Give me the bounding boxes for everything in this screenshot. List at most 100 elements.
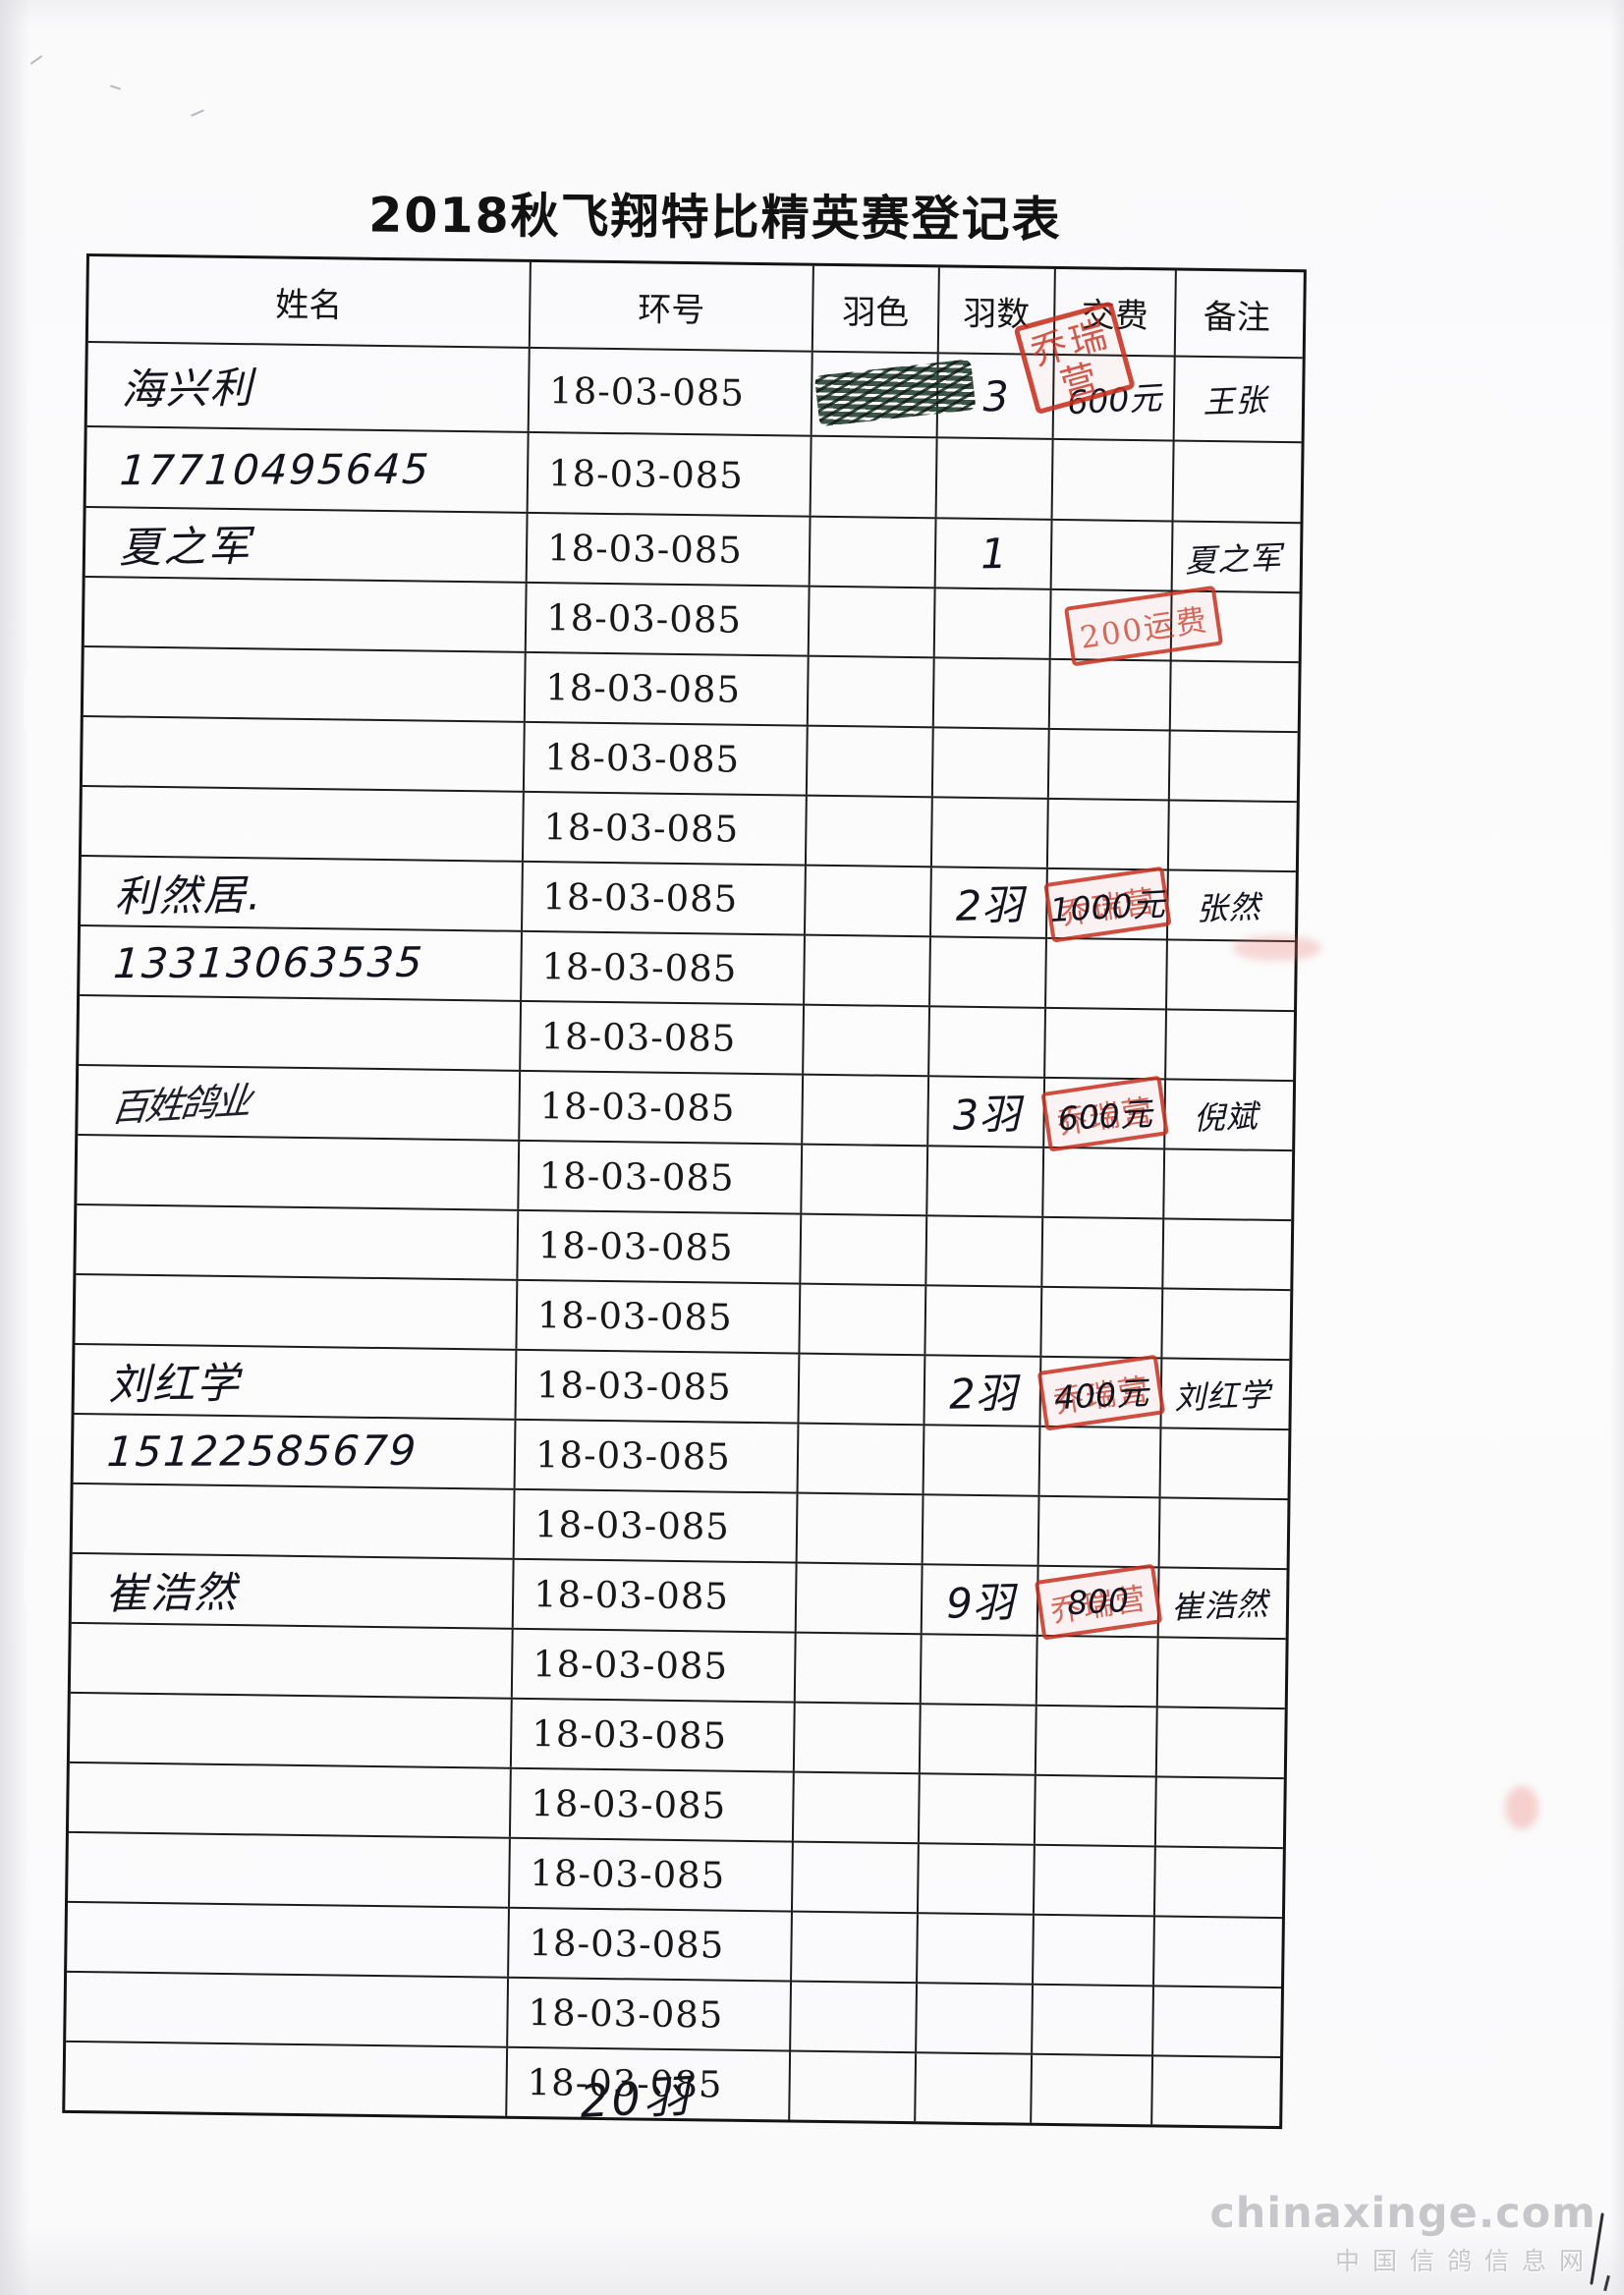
feather-color-cell bbox=[802, 1145, 929, 1215]
fee-cell bbox=[1048, 729, 1171, 800]
ring-cell: 18-03-085 bbox=[526, 583, 811, 655]
header-cell-feather-color: 羽色 bbox=[812, 265, 940, 353]
note-cell bbox=[1164, 1149, 1286, 1219]
header-cell-ring: 环号 bbox=[530, 261, 814, 351]
ring-number: 18-03-085 bbox=[532, 1643, 729, 1688]
fee-cell bbox=[1032, 2054, 1154, 2125]
ring-number: 18-03-085 bbox=[545, 596, 743, 642]
note-cell bbox=[1160, 1498, 1282, 1568]
fee-cell bbox=[1038, 1496, 1161, 1567]
handwritten-note: 倪斌 bbox=[1193, 1096, 1260, 1138]
count-cell bbox=[921, 1635, 1038, 1705]
note-cell bbox=[1158, 1638, 1280, 1707]
feather-color-cell bbox=[807, 726, 934, 797]
ring-number: 18-03-085 bbox=[542, 875, 739, 921]
feather-color-cell bbox=[809, 587, 936, 657]
name-cell bbox=[69, 1693, 513, 1767]
feather-color-cell bbox=[790, 2051, 918, 2122]
count-cell: 3羽 bbox=[928, 1077, 1046, 1147]
ring-cell: 18-03-085 bbox=[529, 348, 813, 435]
name-cell bbox=[65, 2042, 509, 2116]
handwritten-name: 百姓鸽业 bbox=[108, 1079, 252, 1131]
count-cell: 2羽 bbox=[924, 1356, 1042, 1426]
handwritten-name: 崔浩然 bbox=[104, 1567, 239, 1619]
ring-cell: 18-03-085 bbox=[522, 931, 806, 1004]
handwritten-count: 9羽 bbox=[945, 1578, 1015, 1628]
name-cell bbox=[66, 1972, 510, 2046]
ring-number: 18-03-085 bbox=[530, 1852, 726, 1897]
name-cell bbox=[82, 716, 526, 791]
ring-cell: 18-03-085 bbox=[517, 1280, 802, 1353]
handwritten-count: 1 bbox=[980, 529, 1007, 579]
feather-color-cell bbox=[803, 1075, 930, 1146]
page-title: 2018秋飞翔特比精英赛登记表 bbox=[368, 187, 1062, 249]
note-cell: 王张 bbox=[1175, 358, 1297, 442]
count-cell bbox=[918, 1844, 1036, 1914]
feather-color-cell bbox=[806, 796, 933, 867]
handwritten-note: 张然 bbox=[1196, 887, 1262, 928]
count-cell: 9羽 bbox=[922, 1565, 1039, 1635]
feather-color-cell bbox=[792, 1842, 920, 1913]
ring-cell: 18-03-085 bbox=[518, 1210, 803, 1283]
fee-cell bbox=[1033, 1985, 1154, 2055]
handwritten-name: 夏之军 bbox=[118, 521, 252, 573]
ring-number: 18-03-085 bbox=[534, 1433, 732, 1479]
name-cell bbox=[79, 995, 523, 1070]
name-cell bbox=[81, 786, 525, 861]
feather-color-cell bbox=[805, 935, 931, 1006]
ink-smudge bbox=[1505, 1786, 1539, 1829]
fee-cell bbox=[1043, 1148, 1166, 1218]
name-cell bbox=[67, 1902, 510, 1977]
handwritten-count: 2羽 bbox=[954, 880, 1024, 930]
header-cell-name: 姓名 bbox=[87, 256, 532, 347]
feather-color-cell bbox=[799, 1354, 926, 1425]
ring-number: 18-03-085 bbox=[531, 1782, 727, 1827]
ring-number: 18-03-085 bbox=[548, 368, 746, 415]
count-cell bbox=[925, 1286, 1043, 1356]
name-cell bbox=[72, 1483, 516, 1558]
feather-color-cell bbox=[795, 1633, 923, 1704]
name-cell bbox=[68, 1832, 511, 1907]
pencil-mark bbox=[191, 109, 204, 117]
name-cell bbox=[84, 578, 528, 651]
handwritten-fee: 800 bbox=[1066, 1580, 1131, 1623]
fee-cell: 乔瑞营 400元 bbox=[1036, 1354, 1165, 1431]
note-cell: 倪斌 bbox=[1165, 1080, 1287, 1149]
ring-number: 18-03-085 bbox=[541, 945, 738, 990]
fee-cell bbox=[1049, 659, 1172, 730]
name-cell: 利然居. bbox=[81, 856, 524, 930]
feather-color-cell bbox=[800, 1284, 927, 1355]
ring-cell: 18-03-085 bbox=[521, 1001, 806, 1074]
count-cell bbox=[920, 1705, 1037, 1774]
fee-cell bbox=[1036, 1706, 1158, 1776]
note-cell bbox=[1155, 1847, 1277, 1917]
handwritten-note: 崔浩然 bbox=[1170, 1584, 1269, 1626]
note-cell bbox=[1163, 1219, 1285, 1289]
fee-cell bbox=[1051, 520, 1174, 590]
name-cell bbox=[77, 1135, 521, 1209]
ring-cell: 18-03-085 bbox=[515, 1420, 800, 1492]
feather-color-cell bbox=[805, 866, 932, 936]
handwritten-count: 3羽 bbox=[951, 1090, 1021, 1140]
handwritten-fee: 400元 bbox=[1052, 1372, 1149, 1417]
header-cell-note: 备注 bbox=[1203, 297, 1271, 338]
watermark: chinaxinge.com 中国信鸽信息网 bbox=[1209, 2189, 1596, 2277]
fee-cell bbox=[1034, 1845, 1156, 1916]
ring-number: 18-03-085 bbox=[547, 451, 745, 497]
ring-cell: 18-03-085 bbox=[519, 1141, 804, 1213]
name-cell bbox=[76, 1204, 520, 1279]
ring-cell: 18-03-085 bbox=[510, 1768, 795, 1841]
fee-cell bbox=[1035, 1775, 1157, 1846]
feather-color-cell bbox=[808, 656, 935, 727]
feather-color-cell bbox=[811, 436, 938, 518]
count-cell bbox=[934, 588, 1052, 658]
feather-color-cell bbox=[804, 1005, 931, 1076]
note-cell bbox=[1154, 1917, 1276, 1987]
note-cell bbox=[1156, 1777, 1278, 1847]
name-cell bbox=[70, 1623, 514, 1698]
note-cell: 夏之军 bbox=[1173, 523, 1295, 592]
name-cell: 17710495645 bbox=[85, 427, 530, 512]
name-cell: 15122585679 bbox=[73, 1414, 517, 1488]
count-cell bbox=[932, 728, 1050, 798]
watermark-site: chinaxinge.com bbox=[1209, 2189, 1596, 2238]
